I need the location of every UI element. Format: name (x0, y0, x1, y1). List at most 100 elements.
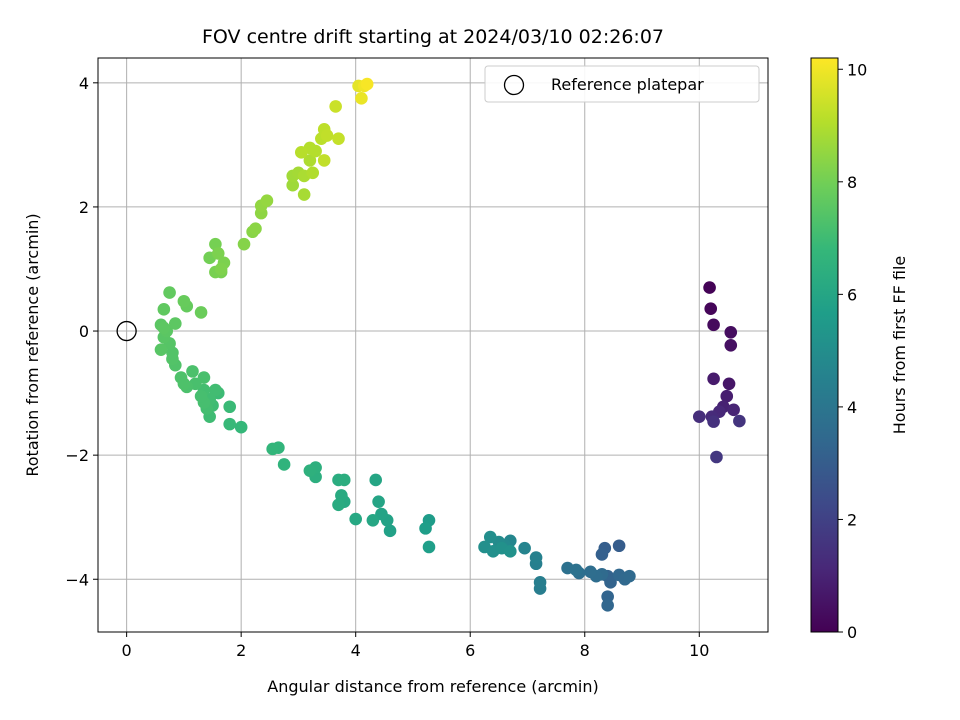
data-point (332, 132, 345, 145)
y-tick-label: 2 (79, 198, 89, 217)
x-tick-label: 6 (465, 641, 475, 660)
data-point (419, 522, 432, 535)
legend-label: Reference platepar (551, 75, 704, 94)
x-axis-ticks: 0 2 4 6 8 10 (122, 632, 709, 660)
data-point (174, 371, 188, 384)
data-point (349, 512, 362, 526)
data-point (724, 339, 738, 352)
data-point (504, 545, 517, 558)
data-point (372, 495, 385, 508)
data-point (422, 540, 436, 554)
data-point (209, 383, 222, 397)
data-point (306, 166, 320, 180)
legend: Reference platepar (484, 65, 760, 103)
data-point (320, 129, 334, 142)
x-tick-label: 0 (122, 641, 132, 660)
data-point (366, 514, 380, 527)
colorbar: 0 2 4 6 8 10 Hours from first FF file (810, 57, 909, 642)
data-point (518, 541, 531, 555)
data-point (710, 450, 723, 464)
data-point (194, 389, 208, 403)
data-point (169, 317, 182, 330)
data-point (194, 306, 208, 319)
data-point (332, 498, 345, 512)
colorbar-frame (810, 57, 839, 633)
data-point (724, 325, 738, 339)
colorbar-tick-label: 8 (847, 173, 857, 192)
y-tick-label: −2 (65, 446, 89, 465)
data-point (211, 247, 225, 260)
data-point (260, 194, 274, 208)
data-point (177, 294, 191, 308)
data-point (355, 92, 368, 105)
data-point (249, 222, 262, 235)
data-point (360, 77, 374, 91)
data-point (584, 565, 597, 579)
y-tick-label: 4 (79, 74, 89, 93)
data-point (722, 377, 736, 391)
colorbar-tick-label: 6 (847, 285, 857, 304)
data-point (612, 539, 626, 553)
data-point (157, 321, 171, 335)
data-point (329, 100, 342, 113)
data-point (383, 524, 397, 538)
reference-platepar-marker (116, 320, 137, 342)
data-point (237, 237, 251, 251)
data-point (337, 473, 351, 487)
data-point (720, 389, 734, 403)
colorbar-tick-label: 10 (847, 60, 867, 79)
colorbar-tick-label: 0 (847, 623, 857, 642)
scatter-points (154, 77, 746, 612)
data-point (277, 458, 291, 471)
legend-marker-icon (503, 74, 525, 96)
data-point (303, 154, 317, 167)
data-point (186, 365, 199, 378)
plot-frame (97, 57, 769, 633)
data-point (369, 473, 383, 487)
data-point (692, 410, 706, 423)
data-point (707, 318, 720, 332)
data-point (483, 530, 497, 544)
data-point (601, 590, 614, 603)
colorbar-ticks: 0 2 4 6 8 10 (838, 60, 867, 642)
x-tick-label: 10 (689, 641, 709, 660)
data-point (703, 281, 716, 294)
data-point (704, 302, 718, 315)
data-point (533, 576, 547, 589)
x-tick-label: 8 (580, 641, 590, 660)
colorbar-label: Hours from first FF file (890, 256, 909, 435)
y-axis-ticks: −4 −2 0 2 4 (65, 74, 98, 589)
data-point (157, 303, 171, 316)
data-point (286, 178, 300, 192)
data-point (163, 286, 176, 299)
data-point (595, 548, 609, 561)
y-tick-label: −4 (65, 570, 89, 589)
data-point (223, 400, 237, 414)
colorbar-gradient (811, 58, 838, 632)
data-point (154, 343, 168, 356)
data-point (569, 563, 583, 577)
data-point (707, 372, 720, 386)
data-point (234, 420, 248, 434)
x-axis-label: Angular distance from reference (arcmin) (267, 677, 598, 696)
chart-title: FOV centre drift starting at 2024/03/10 … (202, 26, 664, 48)
data-point (297, 188, 311, 201)
y-axis-label: Rotation from reference (arcmin) (23, 213, 42, 476)
data-point (266, 442, 279, 456)
data-point (707, 415, 720, 428)
data-point (303, 464, 317, 477)
data-point (223, 417, 237, 431)
legend-box (484, 65, 760, 103)
data-point (214, 262, 228, 276)
y-tick-label: 0 (79, 322, 89, 341)
data-point (317, 154, 331, 167)
data-point (529, 551, 543, 564)
data-point (727, 403, 740, 417)
grid (98, 58, 768, 632)
colorbar-tick-label: 2 (847, 510, 857, 529)
data-point (623, 569, 636, 583)
data-point (294, 146, 308, 159)
colorbar-tick-label: 4 (847, 398, 857, 417)
data-point (601, 599, 614, 612)
